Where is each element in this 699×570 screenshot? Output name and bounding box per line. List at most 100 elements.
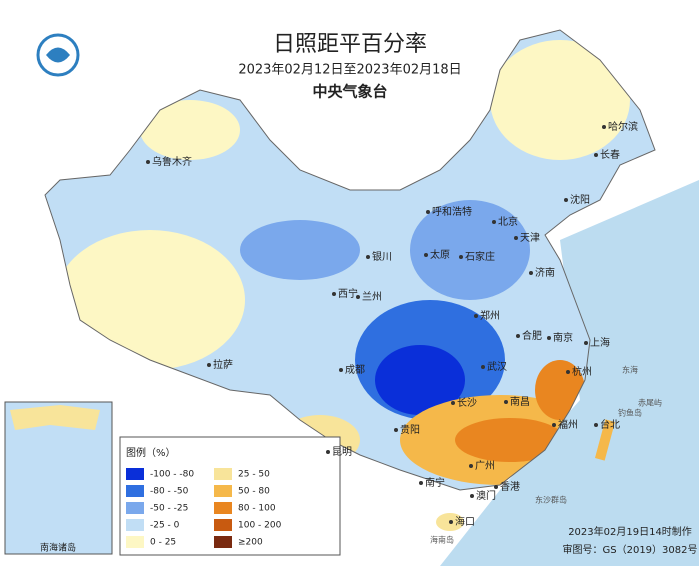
legend-swatch <box>126 468 144 480</box>
legend: 图例（%） -100 - -80 -80 - -50 -50 - -25 -25 - … <box>119 436 341 556</box>
city-label: 南京 <box>553 331 573 344</box>
legend-swatch <box>126 519 144 531</box>
title: 日照距平百分率 <box>273 32 427 57</box>
city-label: 长春 <box>600 149 620 161</box>
city-label: 长沙 <box>457 397 477 409</box>
inset-land <box>10 405 100 430</box>
place-label: 东沙群岛 <box>535 495 567 505</box>
city-dot <box>339 368 343 372</box>
city-dot <box>594 153 598 157</box>
city-dot <box>394 428 398 432</box>
city-label: 武汉 <box>487 360 507 373</box>
city-dot <box>419 481 423 485</box>
city-dot <box>594 423 598 427</box>
taiwan <box>594 419 616 461</box>
city-label: 哈尔滨 <box>608 120 638 133</box>
city-dot <box>566 370 570 374</box>
city-dot <box>451 401 455 405</box>
sea <box>440 180 699 566</box>
city-label: 香港 <box>500 481 520 493</box>
city-dot <box>552 423 556 427</box>
city-dot <box>584 341 588 345</box>
legend-label: -25 - 0 <box>150 521 180 531</box>
place-label: 钓鱼岛 <box>618 408 642 418</box>
city-label: 兰州 <box>362 290 382 303</box>
south-core <box>455 418 565 462</box>
city-dot <box>516 334 520 338</box>
border <box>44 29 656 491</box>
north-china-zone <box>410 200 530 300</box>
legend-label: 50 - 80 <box>238 487 270 497</box>
city-dot <box>426 210 430 214</box>
city-label: 乌鲁木齐 <box>152 155 192 168</box>
city-dot <box>494 485 498 489</box>
city-label: 昆明 <box>332 446 352 458</box>
city-label: 合肥 <box>522 329 542 342</box>
city-label: 南宁 <box>425 476 445 489</box>
northeast-zone <box>490 40 630 160</box>
city-dot <box>504 400 508 404</box>
city-label: 郑州 <box>480 309 500 322</box>
city-label: 济南 <box>535 266 555 279</box>
footer-approval: 审图号：GS（2019）3082号 <box>563 543 698 556</box>
legend-label: 0 - 25 <box>150 538 176 548</box>
city-dot <box>356 295 360 299</box>
city-label: 上海 <box>590 336 610 349</box>
legend-label: ≥200 <box>238 538 263 548</box>
legend-label: 80 - 100 <box>238 504 276 514</box>
city-dot <box>564 198 568 202</box>
city-label: 太原 <box>430 248 450 261</box>
city-dot <box>470 494 474 498</box>
city-label: 台北 <box>600 418 620 431</box>
legend-swatch <box>214 536 232 548</box>
city-dot <box>469 464 473 468</box>
inset-label: 南海诸岛 <box>40 542 76 554</box>
city-label: 西宁 <box>338 287 358 300</box>
footer-made: 2023年02月19日14时制作 <box>568 525 692 538</box>
city-dot <box>514 236 518 240</box>
legend-swatch <box>214 519 232 531</box>
legend-label: -50 - -25 <box>150 504 188 514</box>
city-dot <box>547 336 551 340</box>
legend-swatch <box>214 485 232 497</box>
city-dot <box>474 314 478 318</box>
city-label: 成都 <box>345 364 365 376</box>
north-zone <box>140 100 240 160</box>
city-dot <box>449 520 453 524</box>
city-label: 北京 <box>498 215 518 228</box>
city-dot <box>326 450 330 454</box>
city-label: 杭州 <box>572 365 592 378</box>
city-dot <box>529 271 533 275</box>
city-label: 澳门 <box>476 489 496 502</box>
city-dot <box>424 253 428 257</box>
legend-swatch <box>214 502 232 514</box>
city-label: 沈阳 <box>570 193 590 206</box>
legend-swatch <box>126 485 144 497</box>
city-label: 贵阳 <box>400 423 420 436</box>
city-label: 石家庄 <box>465 250 495 263</box>
city-dot <box>492 220 496 224</box>
legend-label: -100 - -80 <box>150 470 194 480</box>
city-label: 天津 <box>520 232 540 244</box>
legend-title: 图例（%） <box>126 446 176 459</box>
city-dot <box>332 292 336 296</box>
legend-swatch <box>214 468 232 480</box>
mid-zone <box>240 220 360 280</box>
city-dot <box>602 125 606 129</box>
city-dot <box>481 365 485 369</box>
city-dot <box>366 255 370 259</box>
place-label: 赤尾屿 <box>638 399 662 408</box>
place-label: 海南岛 <box>430 535 454 545</box>
legend-label: -80 - -50 <box>150 487 189 497</box>
city-label: 呼和浩特 <box>432 206 472 218</box>
legend-label: 100 - 200 <box>238 521 282 531</box>
place-label: 东海 <box>622 365 638 375</box>
date-range: 2023年02月12日至2023年02月18日 <box>238 63 461 78</box>
city-label: 广州 <box>475 460 495 472</box>
city-label: 拉萨 <box>213 358 233 371</box>
logo-mark <box>46 47 70 63</box>
city-label: 银川 <box>372 250 392 263</box>
legend-swatch <box>126 536 144 548</box>
